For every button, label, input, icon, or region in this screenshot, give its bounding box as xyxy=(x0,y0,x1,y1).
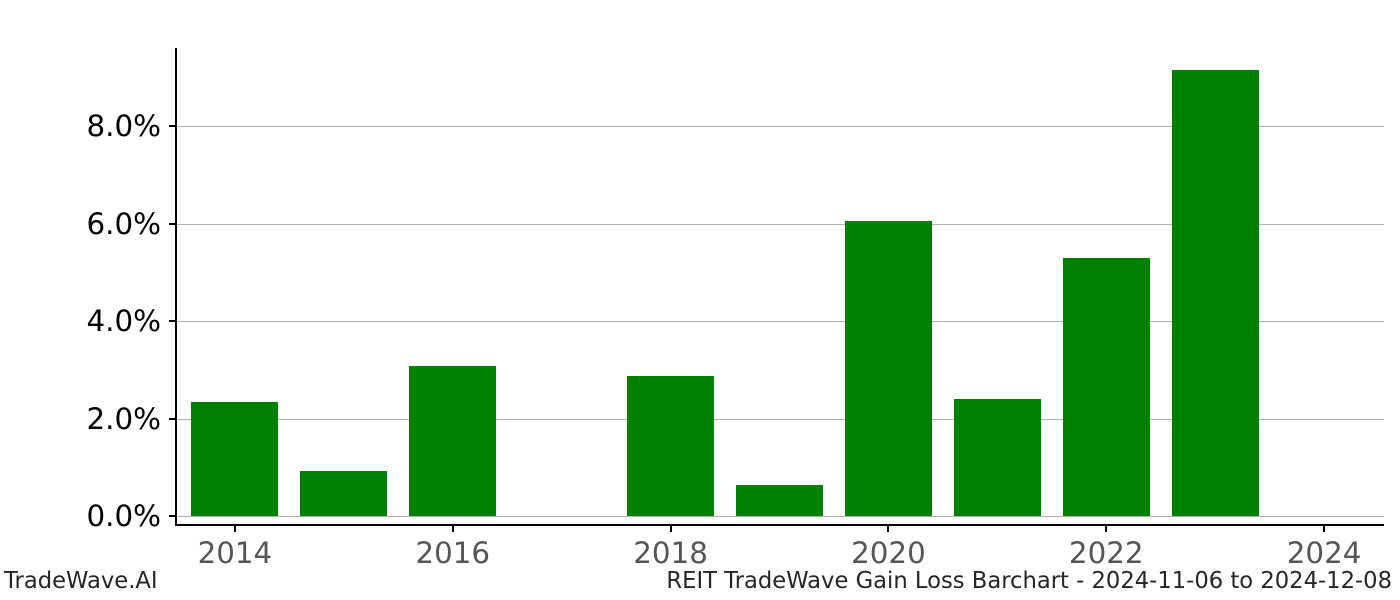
y-tick-label: 4.0% xyxy=(86,304,175,338)
y-tick-label: 0.0% xyxy=(86,499,175,533)
bar xyxy=(1063,258,1150,517)
x-axis-spine xyxy=(175,524,1384,526)
bar xyxy=(736,485,823,517)
x-tick-label: 2018 xyxy=(633,526,708,570)
footer-brand: TradeWave.AI xyxy=(4,568,158,594)
footer-caption: REIT TradeWave Gain Loss Barchart - 2024… xyxy=(666,568,1392,594)
bar xyxy=(627,376,714,516)
y-tick-label: 6.0% xyxy=(86,207,175,241)
y-tick-label: 8.0% xyxy=(86,109,175,143)
x-tick-label: 2024 xyxy=(1287,526,1362,570)
x-tick-label: 2014 xyxy=(198,526,273,570)
x-tick-label: 2022 xyxy=(1069,526,1144,570)
x-tick-label: 2016 xyxy=(415,526,490,570)
y-tick-label: 2.0% xyxy=(86,402,175,436)
bar xyxy=(845,221,932,516)
bar xyxy=(954,399,1041,516)
y-axis-spine xyxy=(175,48,177,526)
bar xyxy=(409,366,496,516)
x-tick-label: 2020 xyxy=(851,526,926,570)
bar xyxy=(300,471,387,516)
chart-plot-area: 0.0% 2.0% 4.0% 6.0% 8.0% 2014 2016 2018 … xyxy=(175,48,1384,526)
bar xyxy=(191,402,278,517)
gridline xyxy=(175,516,1384,517)
bar xyxy=(1172,70,1259,516)
